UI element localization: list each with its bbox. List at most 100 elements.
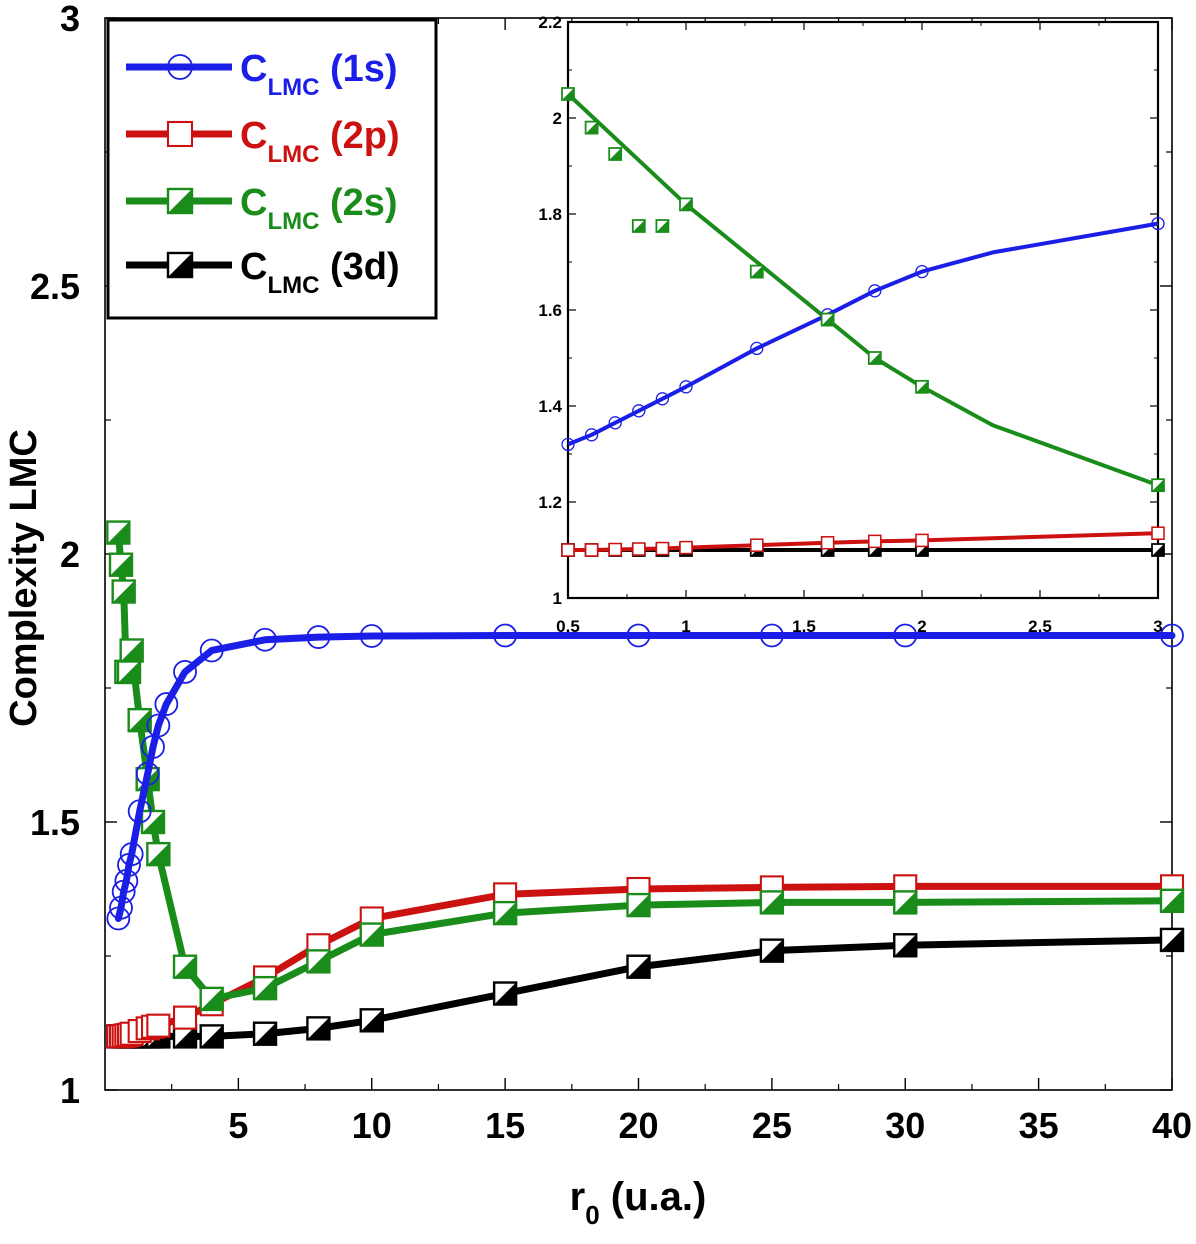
point-2s <box>116 659 142 685</box>
point-2s-fill <box>894 891 917 914</box>
inset-point-2s <box>655 219 670 233</box>
point-3d-fill <box>200 1025 223 1048</box>
point-3d <box>626 954 651 979</box>
inset-point-2s <box>867 351 882 365</box>
inset-plot: 0.5 1 1.5 2 2.5 3 1 1.2 1.4 1.6 1.8 2 2.2 <box>538 13 1165 636</box>
inset-point-2p <box>820 536 835 550</box>
inset-series-2s <box>561 87 1165 493</box>
inset-x-tick-label: 1 <box>681 617 690 636</box>
y-axis-label: Complexity LMC <box>3 429 45 727</box>
point-2s <box>119 638 144 663</box>
y-tick-label: 2 <box>60 534 80 575</box>
point-1s <box>253 627 277 652</box>
inset-point-1s <box>632 404 646 418</box>
inset-point-1s <box>655 392 670 406</box>
point-1s <box>146 713 171 738</box>
point-3d <box>492 981 518 1006</box>
point-1s <box>135 761 160 786</box>
legend-label-1s: CLMC (1s) <box>240 48 398 101</box>
point-3d <box>893 933 918 958</box>
inset-y-tick-label: 1.4 <box>538 397 562 416</box>
series-line-1s <box>114 631 1176 922</box>
legend-item-2s: CLMC (2s) <box>126 182 398 235</box>
inset-point-2s-fill <box>680 198 692 211</box>
series-2s <box>106 520 1185 1012</box>
point-2s <box>1159 888 1185 913</box>
point-2s-fill <box>760 891 783 914</box>
point-1s <box>893 623 918 648</box>
legend-marker-2s <box>166 187 194 215</box>
inset-point-2p <box>868 534 882 549</box>
inset-point-2s <box>631 219 646 233</box>
point-2s-fill <box>110 553 133 576</box>
legend-label-2s: CLMC (2s) <box>240 182 398 235</box>
inset-point-1s <box>868 284 882 298</box>
inset-point-3d-fill <box>1152 544 1164 556</box>
point-2p <box>172 1005 198 1030</box>
series-1s <box>106 623 1184 931</box>
point-3d-fill <box>360 1009 383 1032</box>
inset-point-1s <box>915 264 929 279</box>
x-tick-label: 20 <box>618 1105 658 1146</box>
legend-label-3d: CLMC (3d) <box>240 246 400 299</box>
series-line-2s <box>114 529 1176 1003</box>
legend-marker-3d-fill <box>168 253 192 277</box>
inset-series-2p <box>561 526 1165 557</box>
inset-y-tick-label: 1.6 <box>538 301 562 320</box>
point-2s-fill <box>120 639 143 662</box>
x-tick-label: 30 <box>885 1105 925 1146</box>
point-2s-fill <box>1161 889 1183 912</box>
inset-point-2p <box>632 542 646 556</box>
point-2s <box>140 809 166 835</box>
point-2s <box>759 890 785 915</box>
point-2s-fill <box>107 521 130 544</box>
point-3d-fill <box>1161 928 1183 951</box>
point-3d-fill <box>174 1025 197 1048</box>
point-1s <box>154 692 179 716</box>
point-3d <box>172 1024 198 1049</box>
point-2s-fill <box>360 923 383 946</box>
inset-y-tick-label: 1.2 <box>538 493 562 512</box>
inset-point-2p <box>750 538 764 552</box>
point-1s <box>109 895 133 920</box>
inset-point-2s <box>915 379 929 394</box>
point-3d <box>306 1016 331 1041</box>
inset-x-tick-label: 0.5 <box>556 617 580 636</box>
point-3d-fill <box>254 1022 277 1045</box>
inset-y-tick-label: 1 <box>553 589 562 608</box>
inset-point-3d <box>1151 543 1165 557</box>
point-1s <box>114 869 139 893</box>
inset-point-2s <box>584 120 599 135</box>
legend-marker-3d <box>166 251 194 279</box>
x-tick-label: 35 <box>1019 1105 1059 1146</box>
inset-point-2p <box>915 533 929 548</box>
point-2s-fill <box>142 811 165 833</box>
inset-point-2s-fill <box>750 265 763 278</box>
legend-marker-1s <box>167 54 193 80</box>
x-axis-label: r0 (u.a.) <box>570 1175 707 1230</box>
inset-point-1s <box>679 380 693 394</box>
point-1s <box>117 852 141 877</box>
inset-point-1s <box>561 437 575 452</box>
legend-item-1s: CLMC (1s) <box>126 48 398 101</box>
point-1s <box>119 842 144 867</box>
point-1s <box>1160 623 1184 648</box>
point-3d-fill <box>494 982 517 1005</box>
inset-point-2s <box>561 87 575 101</box>
inset-point-2s-fill <box>821 313 834 326</box>
point-2s <box>492 900 518 926</box>
legend-label-2p: CLMC (2p) <box>240 115 400 168</box>
inset-point-2p <box>584 543 599 557</box>
point-3d-fill <box>760 939 783 962</box>
legend-item-2p: CLMC (2p) <box>126 115 400 168</box>
inset-point-2p <box>608 542 622 557</box>
point-3d <box>1159 927 1185 953</box>
inset-x-tick-label: 1.5 <box>792 617 816 636</box>
y-tick-label: 1 <box>60 1070 80 1111</box>
inset-point-2p <box>1151 526 1165 540</box>
point-3d-fill <box>627 955 650 978</box>
point-1s <box>359 624 384 648</box>
y-tick-label: 2.5 <box>30 266 80 307</box>
inset-y-tick-label: 2.2 <box>538 13 562 32</box>
